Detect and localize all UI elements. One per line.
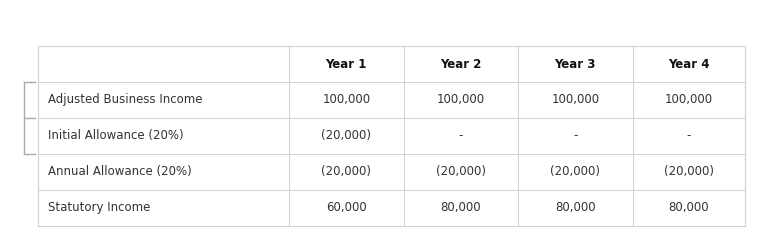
Text: Year 3: Year 3 (554, 58, 596, 71)
Text: 100,000: 100,000 (665, 93, 713, 106)
Text: Adjusted Business Income: Adjusted Business Income (48, 93, 203, 106)
Text: 80,000: 80,000 (668, 202, 709, 215)
Text: -: - (458, 130, 463, 143)
Text: -: - (573, 130, 578, 143)
Text: 80,000: 80,000 (441, 202, 481, 215)
Text: Year 2: Year 2 (440, 58, 482, 71)
Text: -: - (687, 130, 691, 143)
Text: (20,000): (20,000) (664, 165, 713, 178)
Text: (20,000): (20,000) (321, 165, 371, 178)
Text: 100,000: 100,000 (551, 93, 599, 106)
Text: Year 1: Year 1 (326, 58, 367, 71)
Bar (38, 46, 745, 226)
Text: (20,000): (20,000) (551, 165, 601, 178)
Text: Annual Allowance (20%): Annual Allowance (20%) (48, 165, 192, 178)
Text: Statutory Income: Statutory Income (48, 202, 151, 215)
Text: 100,000: 100,000 (323, 93, 370, 106)
Text: (20,000): (20,000) (435, 165, 486, 178)
Text: 80,000: 80,000 (555, 202, 596, 215)
Text: 60,000: 60,000 (326, 202, 366, 215)
Text: Initial Allowance (20%): Initial Allowance (20%) (48, 130, 184, 143)
Text: Year 4: Year 4 (668, 58, 710, 71)
Text: 100,000: 100,000 (437, 93, 485, 106)
Text: (20,000): (20,000) (321, 130, 371, 143)
